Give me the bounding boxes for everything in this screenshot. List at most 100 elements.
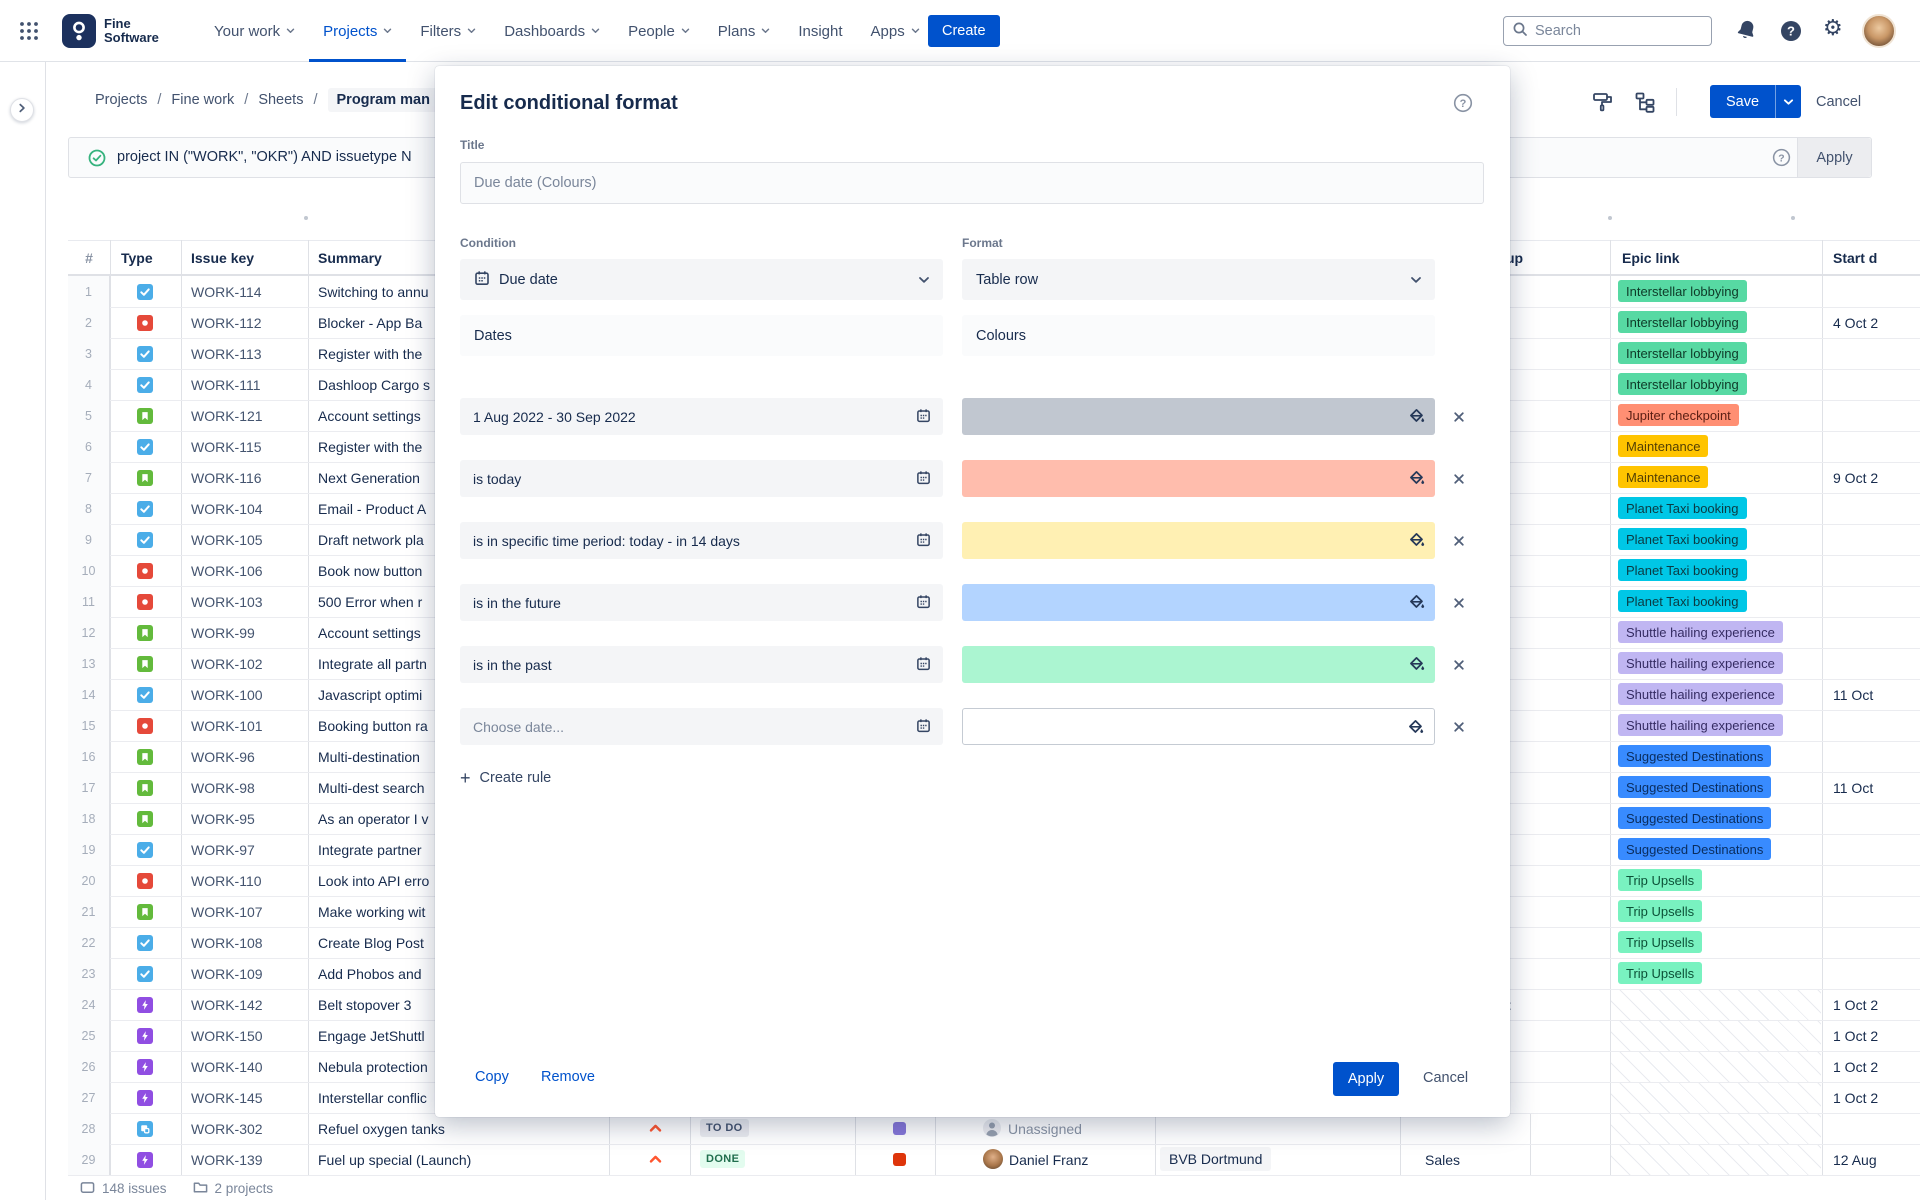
breadcrumb-current[interactable]: Program man — [328, 88, 439, 112]
epic-link-badge[interactable]: Jupiter checkpoint — [1618, 404, 1739, 426]
issue-key-cell[interactable]: WORK-110 — [191, 865, 303, 896]
epic-link-badge[interactable]: Shuttle hailing experience — [1618, 621, 1783, 643]
paint-bucket-icon[interactable] — [1409, 470, 1425, 491]
start-date-cell[interactable]: 4 Oct 2 — [1833, 307, 1920, 338]
colour-value-square[interactable] — [893, 1122, 906, 1135]
search-input[interactable] — [1535, 23, 1685, 39]
rule-condition-field[interactable]: is in the future — [460, 584, 943, 621]
remove-format-button[interactable]: Remove — [541, 1069, 595, 1085]
rule-colour-swatch[interactable] — [962, 460, 1435, 497]
issue-key-cell[interactable]: WORK-99 — [191, 617, 303, 648]
status-badge[interactable]: DONE — [700, 1150, 745, 1168]
column-header-type[interactable]: Type — [121, 240, 153, 276]
hierarchy-view-icon[interactable] — [1634, 91, 1656, 113]
epic-link-badge[interactable]: Interstellar lobbying — [1618, 373, 1747, 395]
rule-condition-field[interactable]: 1 Aug 2022 - 30 Sep 2022 — [460, 398, 943, 435]
condition-field-select[interactable]: Due date — [460, 259, 943, 300]
app-switcher-icon[interactable] — [18, 20, 40, 42]
column-header-start-date[interactable]: Start d — [1833, 240, 1877, 276]
save-button-label[interactable]: Save — [1710, 85, 1775, 118]
remove-rule-button[interactable] — [1449, 593, 1469, 613]
paint-bucket-icon[interactable] — [1409, 656, 1425, 677]
start-date-cell[interactable]: 9 Oct 2 — [1833, 462, 1920, 493]
format-type-select[interactable]: Table row — [962, 259, 1435, 300]
start-date-cell[interactable]: 1 Oct 2 — [1833, 1082, 1920, 1113]
epic-link-badge[interactable]: Trip Upsells — [1618, 931, 1702, 953]
team-cell-chip[interactable]: BVB Dortmund — [1160, 1147, 1271, 1171]
brand-name[interactable]: Fine Software — [104, 17, 159, 45]
column-resize-dot[interactable] — [1608, 216, 1612, 220]
breadcrumb-item[interactable]: Fine work — [171, 92, 234, 108]
settings-gear-icon[interactable]: ⚙ — [1823, 17, 1847, 41]
nav-item-your-work[interactable]: Your work — [200, 0, 309, 62]
remove-rule-button[interactable] — [1449, 407, 1469, 427]
start-date-cell[interactable]: 11 Oct — [1833, 772, 1920, 803]
jql-help-icon[interactable]: ? — [1772, 148, 1791, 167]
epic-link-badge[interactable]: Planet Taxi booking — [1618, 559, 1747, 581]
column-resize-dot[interactable] — [304, 216, 308, 220]
paint-bucket-icon[interactable] — [1409, 532, 1425, 553]
epic-link-badge[interactable]: Shuttle hailing experience — [1618, 683, 1783, 705]
issue-key-cell[interactable]: WORK-103 — [191, 586, 303, 617]
issue-key-cell[interactable]: WORK-100 — [191, 679, 303, 710]
user-avatar[interactable] — [1862, 14, 1896, 48]
column-resize-dot[interactable] — [1791, 216, 1795, 220]
paint-bucket-icon[interactable] — [1408, 719, 1424, 740]
summary-cell[interactable]: Fuel up special (Launch) — [318, 1144, 606, 1175]
remove-rule-button[interactable] — [1449, 469, 1469, 489]
copy-format-button[interactable]: Copy — [475, 1069, 509, 1085]
epic-link-badge[interactable]: Trip Upsells — [1618, 869, 1702, 891]
epic-link-badge[interactable]: Interstellar lobbying — [1618, 342, 1747, 364]
status-badge[interactable]: TO DO — [700, 1119, 749, 1137]
nav-item-insight[interactable]: Insight — [784, 0, 856, 62]
create-button[interactable]: Create — [928, 15, 1000, 47]
nav-item-people[interactable]: People — [614, 0, 704, 62]
nav-item-dashboards[interactable]: Dashboards — [490, 0, 614, 62]
epic-link-badge[interactable]: Planet Taxi booking — [1618, 528, 1747, 550]
epic-link-badge[interactable]: Planet Taxi booking — [1618, 497, 1747, 519]
dialog-apply-button[interactable]: Apply — [1333, 1062, 1399, 1096]
assignee-cell[interactable]: Daniel Franz — [1009, 1144, 1088, 1175]
epic-link-badge[interactable]: Suggested Destinations — [1618, 776, 1771, 798]
department-cell[interactable]: Sales — [1425, 1144, 1460, 1175]
nav-item-apps[interactable]: Apps — [857, 0, 934, 62]
epic-link-badge[interactable]: Suggested Destinations — [1618, 838, 1771, 860]
start-date-cell[interactable]: 1 Oct 2 — [1833, 989, 1920, 1020]
epic-link-badge[interactable]: Shuttle hailing experience — [1618, 714, 1783, 736]
remove-rule-button[interactable] — [1449, 655, 1469, 675]
save-button[interactable]: Save — [1710, 85, 1801, 118]
rule-condition-field[interactable]: is today — [460, 460, 943, 497]
epic-link-badge[interactable]: Shuttle hailing experience — [1618, 652, 1783, 674]
summary-cell[interactable]: Refuel oxygen tanks — [318, 1113, 606, 1144]
remove-rule-button[interactable] — [1449, 717, 1469, 737]
breadcrumb-item[interactable]: Sheets — [258, 92, 303, 108]
format-title-input[interactable] — [460, 162, 1484, 204]
start-date-cell[interactable]: 12 Aug — [1833, 1144, 1920, 1175]
issue-key-cell[interactable]: WORK-140 — [191, 1051, 303, 1082]
rule-colour-swatch[interactable] — [962, 398, 1435, 435]
issue-key-cell[interactable]: WORK-97 — [191, 834, 303, 865]
breadcrumb-item[interactable]: Projects — [95, 92, 147, 108]
dialog-help-icon[interactable]: ? — [1453, 93, 1473, 113]
assignee-cell[interactable]: Unassigned — [1008, 1113, 1082, 1144]
start-date-cell[interactable]: 11 Oct — [1833, 679, 1920, 710]
epic-link-badge[interactable]: Interstellar lobbying — [1618, 280, 1747, 302]
issue-key-cell[interactable]: WORK-109 — [191, 958, 303, 989]
column-header-epic-link[interactable]: Epic link — [1622, 240, 1680, 276]
issue-key-cell[interactable]: WORK-116 — [191, 462, 303, 493]
column-header-summary[interactable]: Summary — [318, 240, 382, 276]
start-date-cell[interactable]: 1 Oct 2 — [1833, 1020, 1920, 1051]
filter-apply-button[interactable]: Apply — [1797, 138, 1871, 177]
issue-key-cell[interactable]: WORK-115 — [191, 431, 303, 462]
issue-key-cell[interactable]: WORK-98 — [191, 772, 303, 803]
help-icon[interactable]: ? — [1779, 19, 1803, 43]
paint-bucket-icon[interactable] — [1409, 408, 1425, 429]
epic-link-badge[interactable]: Suggested Destinations — [1618, 745, 1771, 767]
column-header-issue-key[interactable]: Issue key — [191, 240, 254, 276]
create-rule-button[interactable]: + Create rule — [460, 770, 551, 786]
issue-key-cell[interactable]: WORK-111 — [191, 369, 303, 400]
rule-colour-swatch[interactable] — [962, 646, 1435, 683]
issue-key-cell[interactable]: WORK-96 — [191, 741, 303, 772]
jql-query-text[interactable]: project IN ("WORK", "OKR") AND issuetype… — [117, 149, 412, 165]
issue-key-cell[interactable]: WORK-302 — [191, 1113, 303, 1144]
